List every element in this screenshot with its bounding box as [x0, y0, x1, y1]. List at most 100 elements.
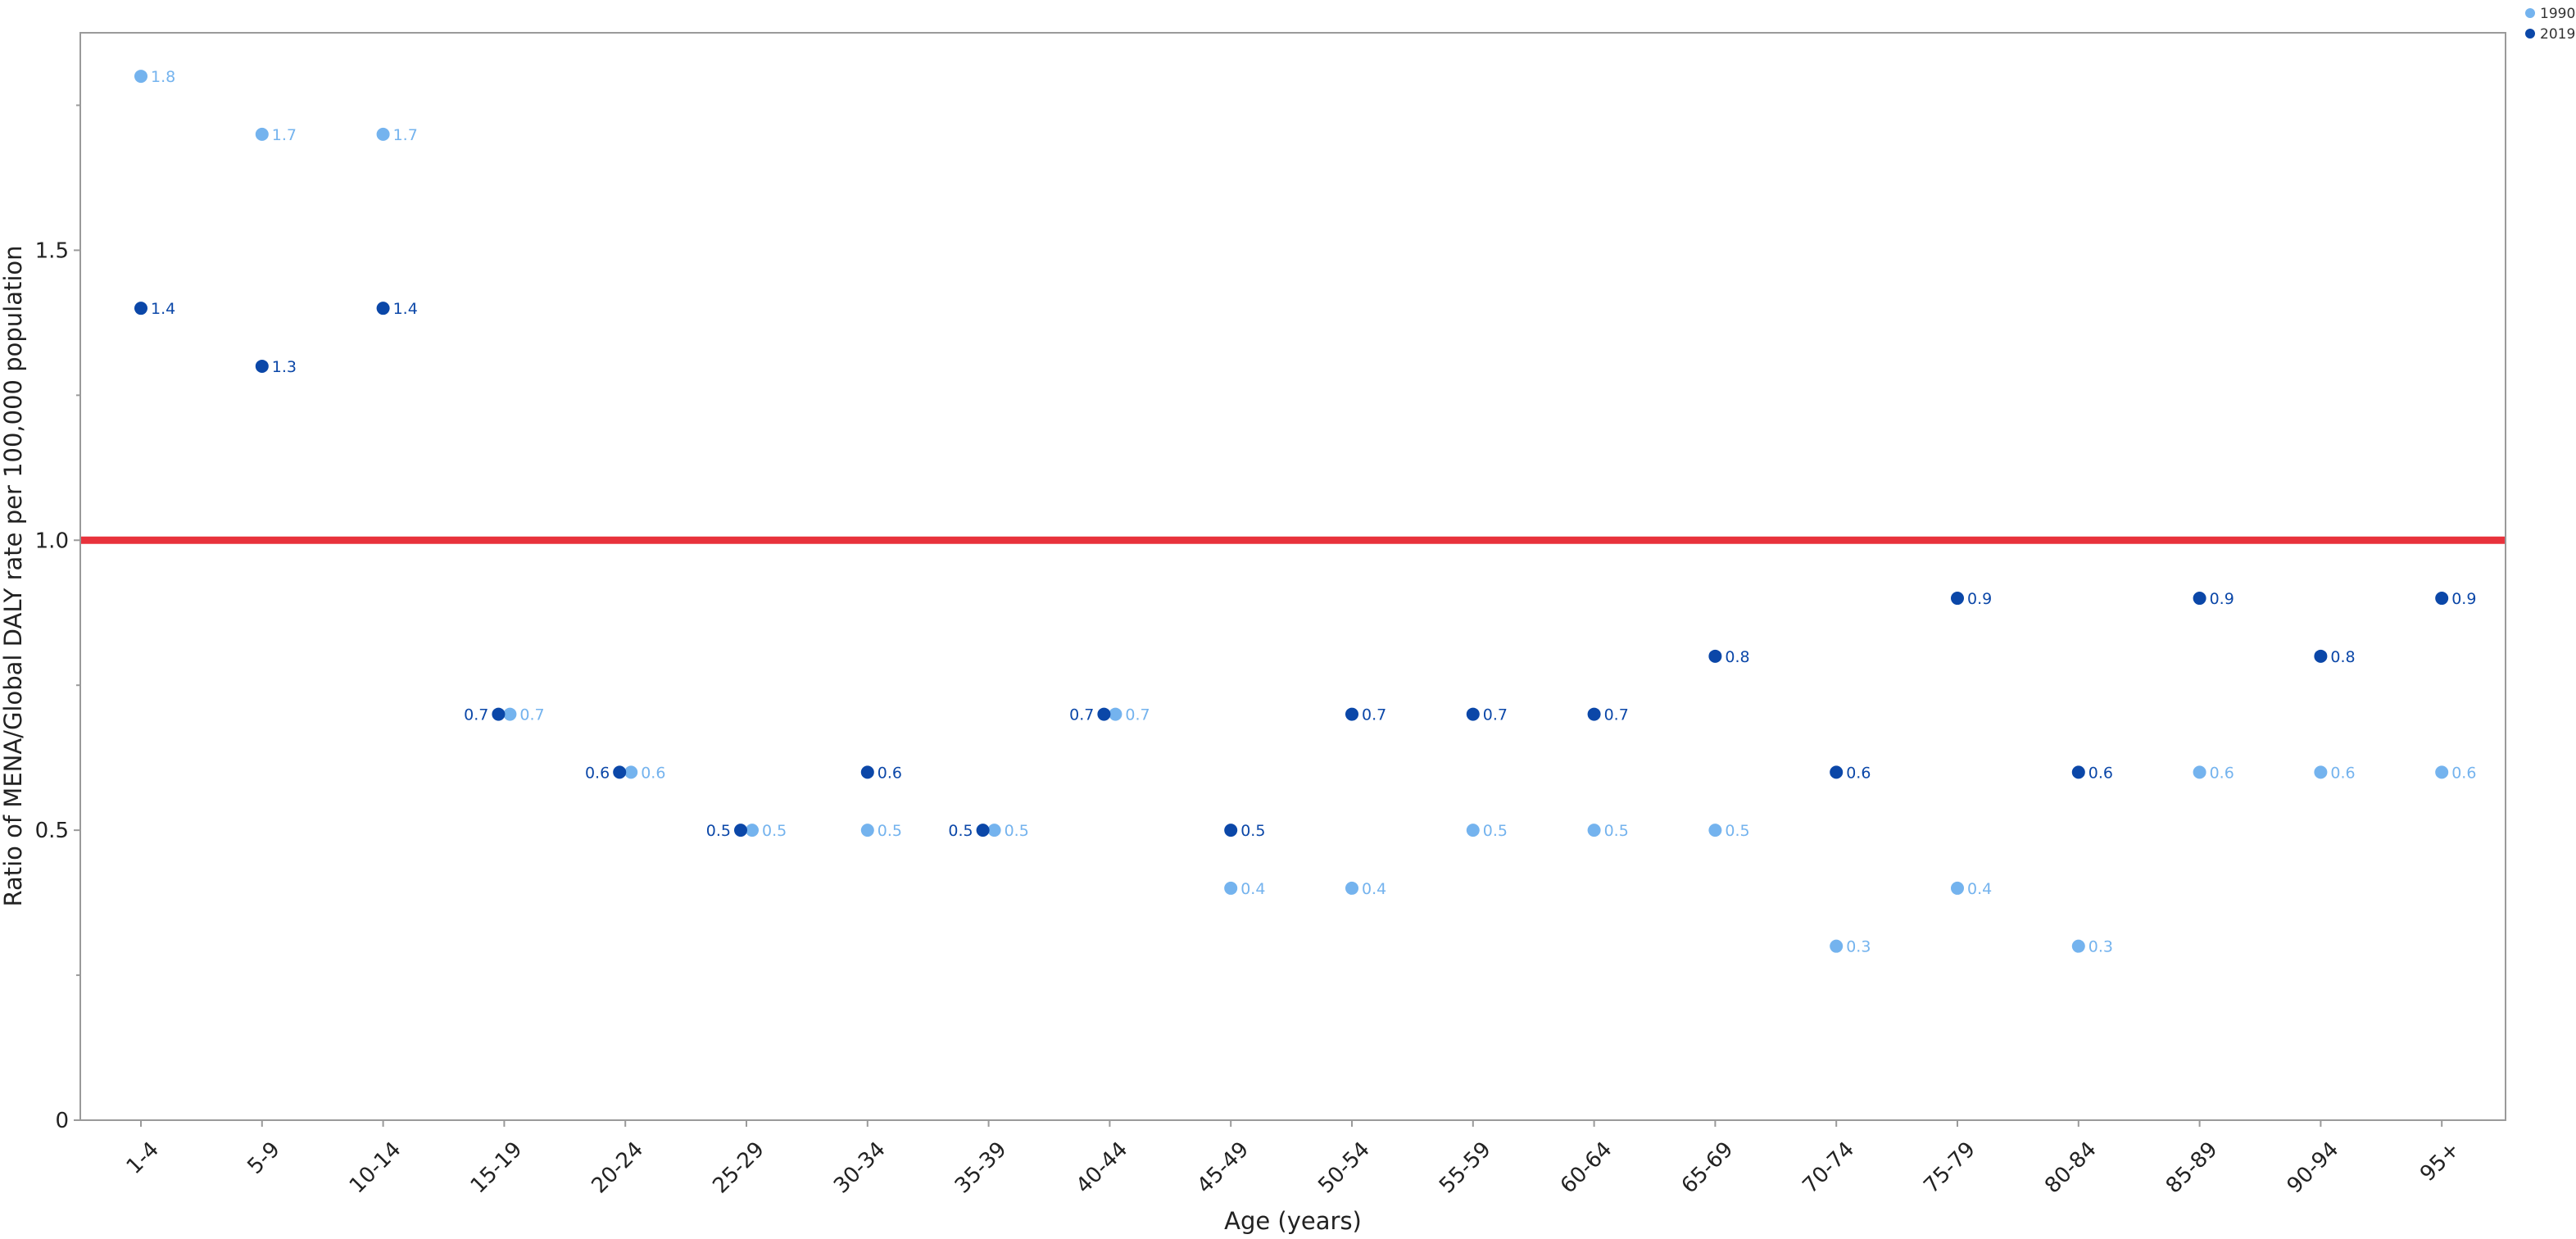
point-2019 [2193, 592, 2206, 606]
y-axis-title: Ratio of MENA/Global DALY rate per 100,0… [0, 245, 27, 906]
point-1990 [2314, 765, 2328, 779]
label-1990: 0.4 [1362, 880, 1386, 898]
x-tick-label: 55-59 [1435, 1137, 1496, 1199]
label-1990: 1.8 [151, 68, 175, 86]
x-tick-label: 15-19 [466, 1137, 528, 1199]
label-1990: 0.5 [1005, 822, 1029, 840]
label-2019: 0.7 [1483, 706, 1508, 724]
point-1990 [503, 707, 517, 721]
x-tick-label: 70-74 [1798, 1137, 1860, 1199]
y-tick-label: 0.5 [35, 819, 69, 843]
label-1990: 0.4 [1240, 880, 1265, 898]
x-tick-label: 95+ [2415, 1137, 2465, 1187]
label-2019: 0.8 [1725, 648, 1749, 666]
point-2019 [1466, 707, 1480, 721]
point-2019 [976, 824, 990, 837]
point-2019 [1708, 649, 1722, 663]
plot-frame [79, 32, 2506, 1121]
label-2019: 1.3 [272, 358, 297, 376]
label-2019: 0.5 [706, 822, 731, 840]
x-tick-label: 30-34 [829, 1137, 891, 1199]
point-1990 [1587, 824, 1601, 837]
legend: 1990 2019 [2525, 6, 2575, 43]
series-2019-points [134, 302, 2449, 837]
label-2019: 1.4 [393, 300, 418, 318]
point-2019 [134, 302, 147, 315]
label-1990: 0.7 [1125, 706, 1150, 724]
series-1990-points [134, 70, 2449, 953]
point-2019 [1097, 707, 1111, 721]
point-2019 [1830, 765, 1844, 779]
label-1990: 0.5 [1725, 822, 1749, 840]
point-2019 [1345, 707, 1358, 721]
point-2019 [2314, 649, 2328, 663]
label-2019: 0.5 [948, 822, 973, 840]
label-1990: 1.7 [393, 126, 418, 144]
point-1990 [376, 127, 390, 141]
label-1990: 0.6 [2330, 764, 2355, 782]
label-2019: 0.6 [2088, 764, 2113, 782]
data-labels: 1.8 1.4 1.7 1.3 1.7 1.4 0.7 0.7 0.6 0.6 0.5 0.5 0.5 0… [151, 68, 2476, 956]
x-tick-label: 60-64 [1556, 1137, 1617, 1199]
point-1990 [1708, 824, 1722, 837]
label-2019: 0.7 [1604, 706, 1629, 724]
point-2019 [1224, 824, 1238, 837]
point-1990 [746, 824, 759, 837]
y-tick-label: 1.0 [35, 529, 69, 553]
point-1990 [255, 127, 269, 141]
point-2019 [1951, 592, 1964, 606]
label-2019: 0.5 [1240, 822, 1265, 840]
point-1990 [2071, 939, 2085, 953]
label-2019: 0.8 [2330, 648, 2355, 666]
label-1990: 0.3 [1846, 938, 1871, 956]
x-axis: 1-4 5-9 10-14 15-19 20-24 25-29 30-34 35-39 40-4… [122, 1120, 2465, 1198]
label-2019: 0.9 [1967, 590, 1992, 608]
label-2019: 1.4 [151, 300, 175, 318]
label-2019: 0.7 [464, 706, 488, 724]
point-1990 [624, 765, 638, 779]
point-2019 [255, 359, 269, 373]
point-1990 [1224, 881, 1238, 895]
point-1990 [860, 824, 874, 837]
x-tick-label: 75-79 [1919, 1137, 1980, 1199]
point-1990 [134, 70, 147, 84]
label-1990: 0.5 [878, 822, 902, 840]
legend-marker-2019 [2525, 29, 2535, 39]
label-1990: 0.5 [762, 822, 787, 840]
point-1990 [2193, 765, 2206, 779]
point-2019 [734, 824, 747, 837]
y-axis: 0 0.5 1.0 1.5 [35, 104, 80, 1133]
point-2019 [2071, 765, 2085, 779]
point-2019 [2435, 592, 2449, 606]
label-1990: 0.6 [641, 764, 665, 782]
x-tick-label: 1-4 [122, 1137, 164, 1179]
x-tick-label: 40-44 [1072, 1137, 1133, 1199]
x-tick-label: 25-29 [708, 1137, 769, 1199]
x-tick-label: 5-9 [243, 1137, 285, 1179]
point-1990 [1951, 881, 1964, 895]
label-2019: 0.7 [1069, 706, 1094, 724]
x-tick-label: 65-69 [1677, 1137, 1739, 1199]
legend-marker-1990 [2525, 8, 2535, 18]
point-1990 [1830, 939, 1844, 953]
x-tick-label: 90-94 [2283, 1137, 2344, 1199]
y-tick-label: 1.5 [35, 238, 69, 263]
y-tick-label: 0 [55, 1109, 69, 1133]
label-1990: 0.6 [2210, 764, 2234, 782]
x-tick-label: 50-54 [1313, 1137, 1375, 1199]
label-1990: 0.7 [519, 706, 544, 724]
label-2019: 0.7 [1362, 706, 1386, 724]
label-2019: 0.6 [1846, 764, 1871, 782]
label-1990: 0.5 [1604, 822, 1629, 840]
point-2019 [492, 707, 506, 721]
point-1990 [987, 824, 1001, 837]
x-axis-title: Age (years) [1224, 1207, 1362, 1235]
label-1990: 0.4 [1967, 880, 1992, 898]
point-1990 [2435, 765, 2449, 779]
x-tick-label: 45-49 [1193, 1137, 1254, 1199]
x-tick-label: 85-89 [2161, 1137, 2223, 1199]
label-1990: 0.3 [2088, 938, 2113, 956]
label-1990: 0.6 [2451, 764, 2476, 782]
label-2019: 0.6 [585, 764, 610, 782]
